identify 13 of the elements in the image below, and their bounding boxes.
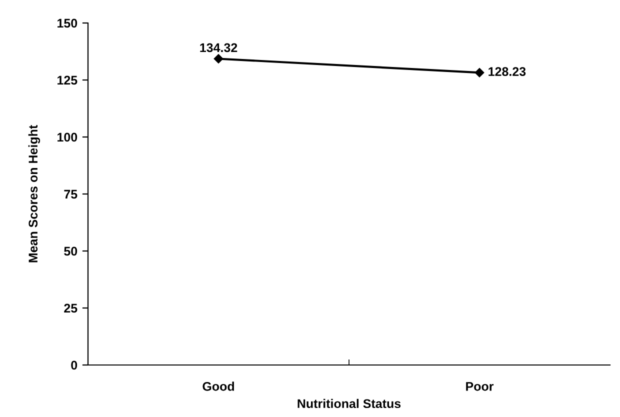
x-tick-label: Good	[202, 382, 234, 391]
data-label: 128.23	[488, 67, 526, 76]
y-tick-label: 100	[58, 132, 78, 142]
y-tick-label: 75	[64, 190, 78, 199]
y-tick-label: 150	[58, 18, 78, 28]
y-tick-label: 0	[71, 360, 78, 370]
y-tick-label: 50	[64, 246, 78, 256]
y-tick-label: 125	[58, 76, 78, 85]
data-label: 134.32	[200, 43, 238, 52]
x-tick-label: Poor	[466, 382, 494, 391]
y-axis-title: Mean Scores on Height	[28, 125, 40, 262]
y-tick-label: 25	[64, 304, 78, 313]
x-axis-title: Nutritional Status	[298, 398, 401, 408]
